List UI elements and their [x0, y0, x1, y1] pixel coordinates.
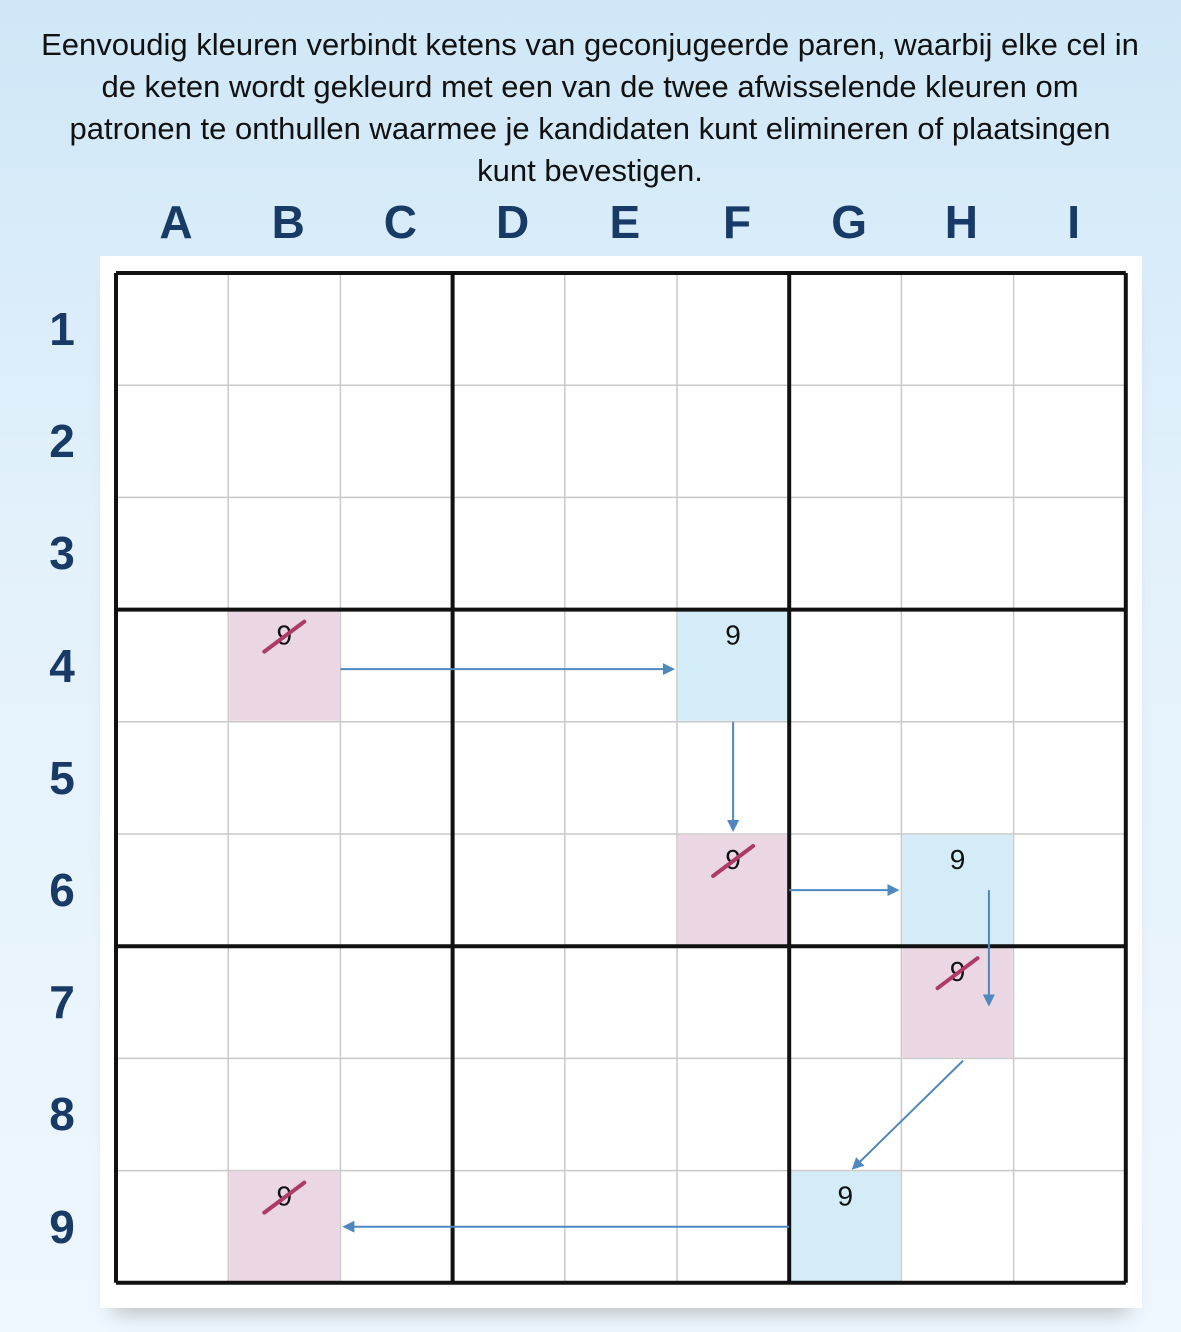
column-label-d: D — [495, 196, 530, 248]
column-label-f: F — [722, 196, 752, 248]
strike-b4 — [262, 619, 307, 654]
row-label-3: 3 — [49, 527, 75, 580]
cell-f4 — [678, 610, 789, 721]
box-lines — [114, 271, 1128, 1285]
strike-f6 — [711, 844, 756, 878]
column-label-g: G — [831, 196, 868, 248]
candidate-g9: 9 — [838, 1181, 854, 1212]
cell-b4 — [229, 610, 340, 721]
cell-f6 — [678, 835, 789, 946]
cell-lines — [116, 273, 1126, 1283]
row-label-4: 4 — [49, 639, 75, 692]
column-label-h: H — [944, 196, 978, 248]
column-label-b: B — [271, 196, 305, 248]
cell-b9 — [229, 1171, 340, 1282]
strike-h7 — [935, 956, 980, 991]
column-label-i: I — [1067, 196, 1080, 248]
column-label-c: C — [383, 196, 417, 248]
cell-g9 — [790, 1171, 901, 1282]
column-label-a: A — [159, 196, 193, 248]
chain-arrows — [340, 663, 995, 1233]
arrow-h7-g9 — [851, 1059, 964, 1170]
board-background — [100, 256, 1142, 1308]
candidate-digits: 9999999 — [262, 619, 980, 1215]
caption-text: Eenvoudig kleuren verbindt ketens van ge… — [41, 27, 1139, 188]
row-label-6: 6 — [49, 864, 75, 916]
row-label-8: 8 — [49, 1088, 75, 1141]
row-label-2: 2 — [49, 415, 75, 468]
row-label-7: 7 — [49, 976, 75, 1029]
row-label-9: 9 — [49, 1200, 75, 1253]
colored-cells — [229, 610, 1013, 1282]
candidate-f4: 9 — [725, 620, 741, 651]
row-label-1: 1 — [49, 303, 75, 355]
row-label-5: 5 — [49, 751, 75, 804]
cell-h6 — [902, 835, 1013, 946]
strike-b9 — [262, 1180, 307, 1215]
candidate-h6: 9 — [950, 844, 966, 875]
column-label-e: E — [609, 196, 641, 248]
